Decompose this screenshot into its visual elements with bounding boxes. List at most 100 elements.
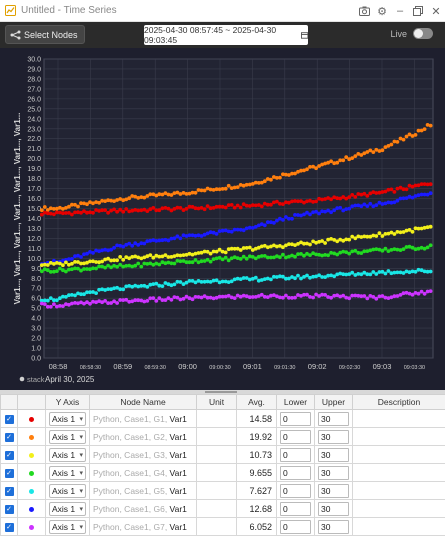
data-point[interactable] [48, 270, 53, 274]
data-point[interactable] [175, 253, 180, 258]
data-point[interactable] [413, 291, 418, 295]
upper-input[interactable]: 30 [318, 501, 349, 516]
data-point[interactable] [139, 208, 144, 213]
data-point[interactable] [199, 295, 204, 300]
data-point[interactable] [380, 294, 385, 298]
data-point[interactable] [380, 234, 385, 238]
data-point[interactable] [39, 263, 44, 267]
data-point[interactable] [365, 272, 370, 277]
description-cell[interactable] [352, 409, 445, 428]
data-point[interactable] [278, 255, 282, 260]
data-point[interactable] [145, 209, 150, 214]
data-point[interactable] [293, 295, 297, 300]
data-point[interactable] [220, 294, 225, 299]
data-point[interactable] [208, 295, 213, 300]
data-point[interactable] [229, 256, 234, 261]
upper-input[interactable]: 30 [318, 411, 349, 426]
data-point[interactable] [103, 247, 107, 252]
data-point[interactable] [196, 233, 201, 238]
row-checkbox[interactable]: ✓ [4, 433, 14, 442]
data-point[interactable] [419, 128, 424, 133]
data-point[interactable] [52, 262, 56, 266]
data-point[interactable] [401, 247, 406, 252]
data-point[interactable] [45, 211, 50, 216]
data-point[interactable] [73, 210, 77, 215]
data-point[interactable] [398, 230, 403, 235]
data-point[interactable] [142, 255, 147, 260]
data-point[interactable] [67, 302, 71, 307]
data-point[interactable] [413, 226, 418, 231]
data-point[interactable] [175, 258, 180, 263]
data-point[interactable] [214, 278, 219, 283]
lower-input[interactable]: 0 [280, 411, 311, 426]
data-point[interactable] [341, 158, 346, 163]
data-point[interactable] [205, 249, 210, 254]
data-point[interactable] [350, 234, 355, 239]
data-point[interactable] [118, 298, 123, 302]
data-point[interactable] [353, 273, 358, 277]
data-point[interactable] [223, 205, 228, 210]
data-point[interactable] [241, 228, 246, 233]
data-point[interactable] [142, 261, 147, 266]
data-point[interactable] [389, 248, 394, 252]
data-point[interactable] [359, 294, 364, 299]
data-point[interactable] [175, 234, 180, 239]
data-point[interactable] [256, 245, 261, 250]
series-color-dot[interactable] [29, 452, 34, 458]
data-point[interactable] [275, 199, 279, 204]
data-point[interactable] [211, 188, 216, 192]
upper-input[interactable]: 30 [318, 429, 349, 444]
y-axis-select[interactable]: Axis 1 ▾ [49, 411, 86, 426]
data-point[interactable] [275, 294, 279, 299]
data-point[interactable] [211, 249, 216, 254]
data-point[interactable] [275, 254, 279, 258]
data-point[interactable] [112, 299, 116, 304]
data-point[interactable] [308, 253, 312, 257]
data-point[interactable] [332, 293, 337, 298]
data-point[interactable] [247, 182, 252, 187]
data-point[interactable] [368, 191, 373, 196]
data-point[interactable] [320, 209, 324, 214]
data-point[interactable] [136, 208, 141, 213]
data-point[interactable] [82, 252, 86, 257]
data-point[interactable] [190, 190, 195, 195]
data-point[interactable] [259, 278, 264, 282]
data-point[interactable] [350, 156, 355, 160]
data-point[interactable] [190, 279, 195, 283]
data-point[interactable] [262, 179, 267, 184]
data-point[interactable] [157, 262, 162, 267]
data-point[interactable] [91, 210, 95, 215]
data-point[interactable] [214, 295, 219, 300]
data-point[interactable] [359, 272, 364, 277]
data-point[interactable] [73, 266, 77, 271]
data-point[interactable] [121, 244, 126, 249]
data-point[interactable] [193, 280, 198, 285]
data-point[interactable] [238, 294, 243, 299]
data-point[interactable] [184, 206, 189, 211]
data-point[interactable] [130, 208, 135, 213]
data-point[interactable] [278, 244, 282, 248]
data-point[interactable] [232, 277, 237, 282]
row-checkbox[interactable]: ✓ [4, 469, 14, 478]
data-point[interactable] [284, 255, 288, 260]
data-point[interactable] [344, 250, 349, 255]
series-color-dot[interactable] [29, 506, 34, 512]
header-y-axis[interactable]: Y Axis [45, 394, 90, 410]
data-point[interactable] [250, 226, 255, 230]
data-point[interactable] [305, 210, 309, 215]
data-point[interactable] [365, 249, 370, 254]
description-cell[interactable] [352, 445, 445, 464]
data-point[interactable] [410, 292, 415, 297]
data-point[interactable] [169, 261, 174, 266]
data-point[interactable] [217, 255, 222, 260]
data-point[interactable] [157, 238, 162, 243]
data-point[interactable] [190, 233, 195, 238]
data-point[interactable] [82, 267, 86, 271]
data-point[interactable] [293, 199, 297, 203]
data-point[interactable] [208, 280, 213, 284]
data-point[interactable] [42, 302, 47, 306]
data-point[interactable] [392, 139, 397, 144]
data-point[interactable] [190, 260, 195, 265]
data-point[interactable] [416, 193, 421, 198]
data-point[interactable] [39, 298, 44, 303]
